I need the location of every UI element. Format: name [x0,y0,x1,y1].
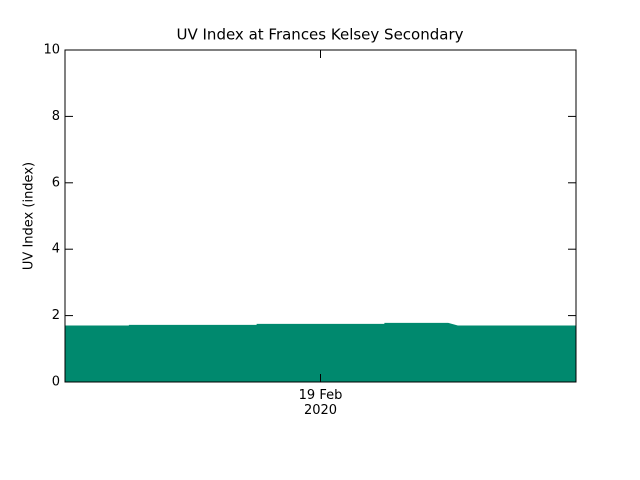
y-tick-label: 2 [52,308,60,323]
area [65,322,576,382]
chart-title: UV Index at Frances Kelsey Secondary [177,26,464,44]
y-tick-label: 0 [52,375,60,390]
y-tick-label: 10 [43,43,60,58]
x-tick-label: 19 Feb 2020 [298,388,343,418]
y-tick-label: 8 [52,109,60,124]
y-tick-label: 6 [52,175,60,190]
y-tick-label: 4 [52,242,60,257]
y-axis-label: UV Index (index) [22,162,37,270]
